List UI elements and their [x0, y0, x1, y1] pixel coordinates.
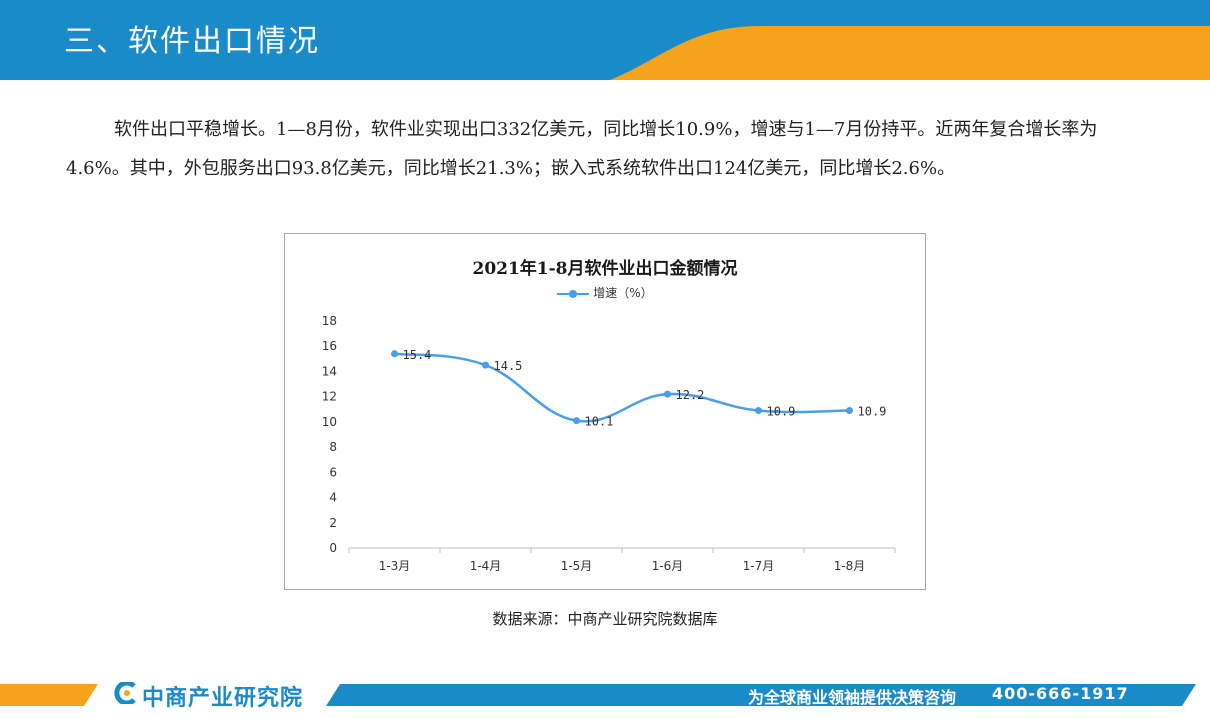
data-point — [755, 407, 762, 415]
company-logo-icon — [114, 682, 136, 704]
page-title: 三、软件出口情况 — [64, 24, 320, 59]
data-point — [391, 350, 398, 358]
y-tick-label: 0 — [329, 541, 337, 555]
data-point — [573, 417, 580, 425]
data-label: 10.9 — [767, 405, 796, 419]
y-tick-label: 18 — [322, 314, 337, 328]
chart-frame: 2021年1-8月软件业出口金额情况 增速（%） 0 2 4 6 8 10 12 14 16 18… — [284, 233, 926, 590]
summary-text: 软件出口平稳增长。1—8月份，软件业实现出口332亿美元，同比增长10.9%，增… — [66, 119, 1098, 179]
data-source-note: 数据来源：中商产业研究院数据库 — [492, 610, 718, 628]
y-tick-label: 14 — [322, 364, 337, 378]
x-tick-label: 1-6月 — [652, 559, 684, 573]
data-point — [482, 361, 489, 369]
chart-title: 2021年1-8月软件业出口金额情况 — [472, 259, 738, 279]
company-logo-text: 中商产业研究院 — [142, 686, 304, 711]
data-label: 12.2 — [676, 388, 705, 402]
x-tick-label: 1-4月 — [470, 559, 502, 573]
footer-bar — [0, 676, 1210, 718]
chart-legend: 增速（%） — [285, 284, 925, 301]
y-tick-label: 2 — [329, 516, 337, 530]
x-tick-label: 1-8月 — [834, 559, 866, 573]
series-line-growth — [394, 352, 850, 423]
footer-slogan: 为全球商业领袖提供决策咨询 — [748, 688, 957, 707]
y-tick-label: 16 — [322, 339, 337, 353]
data-point — [846, 407, 853, 415]
data-point — [664, 390, 671, 398]
data-label: 10.1 — [585, 415, 614, 429]
y-tick-label: 12 — [322, 390, 337, 404]
data-label: 15.4 — [403, 348, 432, 362]
line-chart: 0 2 4 6 8 10 12 14 16 18 1-3月 1-4月 1-5月 1-6月 1-7月 1-8月 1… — [322, 314, 896, 573]
footer-phone: 400-666-1917 — [992, 684, 1129, 703]
y-tick-label: 10 — [322, 415, 337, 429]
x-tick-label: 1-3月 — [379, 559, 411, 573]
summary-paragraph: 软件出口平稳增长。1—8月份，软件业实现出口332亿美元，同比增长10.9%，增… — [66, 110, 1146, 188]
x-tick-label: 1-7月 — [743, 559, 775, 573]
y-tick-label: 4 — [329, 491, 337, 505]
footer-shape — [0, 684, 1196, 706]
legend-line-marker — [557, 289, 590, 299]
header-shape — [0, 0, 1210, 80]
x-tick-label: 1-5月 — [561, 559, 593, 573]
legend-label: 增速（%） — [593, 286, 653, 300]
y-tick-label: 6 — [329, 465, 337, 479]
data-label: 10.9 — [858, 405, 887, 419]
y-tick-label: 8 — [329, 440, 337, 454]
data-label: 14.5 — [494, 359, 523, 373]
header-banner: 三、软件出口情况 — [0, 0, 1210, 80]
